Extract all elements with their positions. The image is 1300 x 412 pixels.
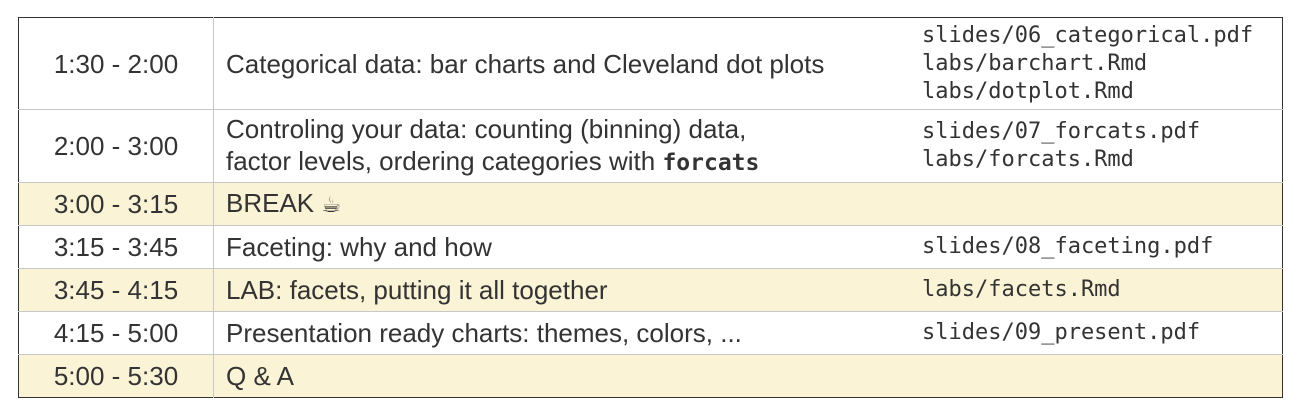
file-link[interactable]: slides/09_present.pdf (922, 320, 1201, 345)
file-link[interactable]: labs/dotplot.Rmd (922, 78, 1134, 104)
files-cell: slides/08_faceting.pdf (916, 225, 1283, 269)
files-cell (916, 182, 1283, 226)
topic-line: Controling your data: counting (binning)… (226, 114, 747, 144)
file-link[interactable]: labs/forcats.Rmd (922, 147, 1134, 172)
file-link[interactable]: slides/08_faceting.pdf (922, 234, 1214, 259)
file-link[interactable]: slides/06_categorical.pdf (922, 22, 1254, 48)
table-row-qa: 5:00 - 5:30 Q & A (18, 354, 1283, 398)
files-cell: slides/06_categorical.pdf labs/barchart.… (916, 18, 1283, 110)
schedule-table: 1:30 - 2:00 Categorical data: bar charts… (18, 17, 1283, 398)
files-cell (916, 354, 1283, 398)
table-row-lab: 3:45 - 4:15 LAB: facets, putting it all … (18, 268, 1283, 312)
table-row: 4:15 - 5:00 Presentation ready charts: t… (18, 311, 1283, 355)
files-cell: labs/facets.Rmd (916, 268, 1283, 312)
time-cell: 3:15 - 3:45 (18, 225, 214, 269)
table-row: 1:30 - 2:00 Categorical data: bar charts… (18, 17, 1283, 110)
coffee-cup-icon: ☕ (321, 192, 342, 218)
topic-text: factor levels, ordering categories with (226, 146, 656, 176)
time-cell: 1:30 - 2:00 (18, 17, 214, 110)
topic-cell: BREAK ☕ (213, 182, 916, 226)
topic-cell: Categorical data: bar charts and Clevela… (226, 48, 825, 79)
table-row-break: 3:00 - 3:15 BREAK ☕ (18, 182, 1283, 226)
time-cell: 4:15 - 5:00 (18, 311, 214, 355)
topic-cell: Controling your data: counting (binning)… (213, 109, 916, 183)
topic-cell: LAB: facets, putting it all together (213, 268, 916, 312)
topic-cell: Faceting: why and how (213, 225, 916, 269)
table-row: 2:00 - 3:00 Controling your data: counti… (18, 109, 1283, 183)
topic-text: BREAK (226, 187, 315, 218)
time-cell: 2:00 - 3:00 (18, 109, 214, 183)
topic-cell: Presentation ready charts: themes, color… (213, 311, 916, 355)
file-link[interactable]: labs/facets.Rmd (922, 277, 1121, 302)
files-cell: slides/09_present.pdf (916, 311, 1283, 355)
file-link[interactable]: slides/07_forcats.pdf (922, 119, 1201, 144)
inline-code: forcats (662, 150, 760, 176)
time-cell: 3:45 - 4:15 (18, 268, 214, 312)
files-cell: slides/07_forcats.pdf labs/forcats.Rmd (916, 109, 1283, 183)
table-row: 3:15 - 3:45 Faceting: why and how slides… (18, 225, 1283, 269)
time-cell: 3:00 - 3:15 (18, 182, 214, 226)
topic-line: factor levels, ordering categories with … (226, 145, 916, 179)
time-cell: 5:00 - 5:30 (18, 354, 214, 398)
topic-cell: Q & A (213, 354, 916, 398)
file-link[interactable]: labs/barchart.Rmd (922, 50, 1148, 76)
